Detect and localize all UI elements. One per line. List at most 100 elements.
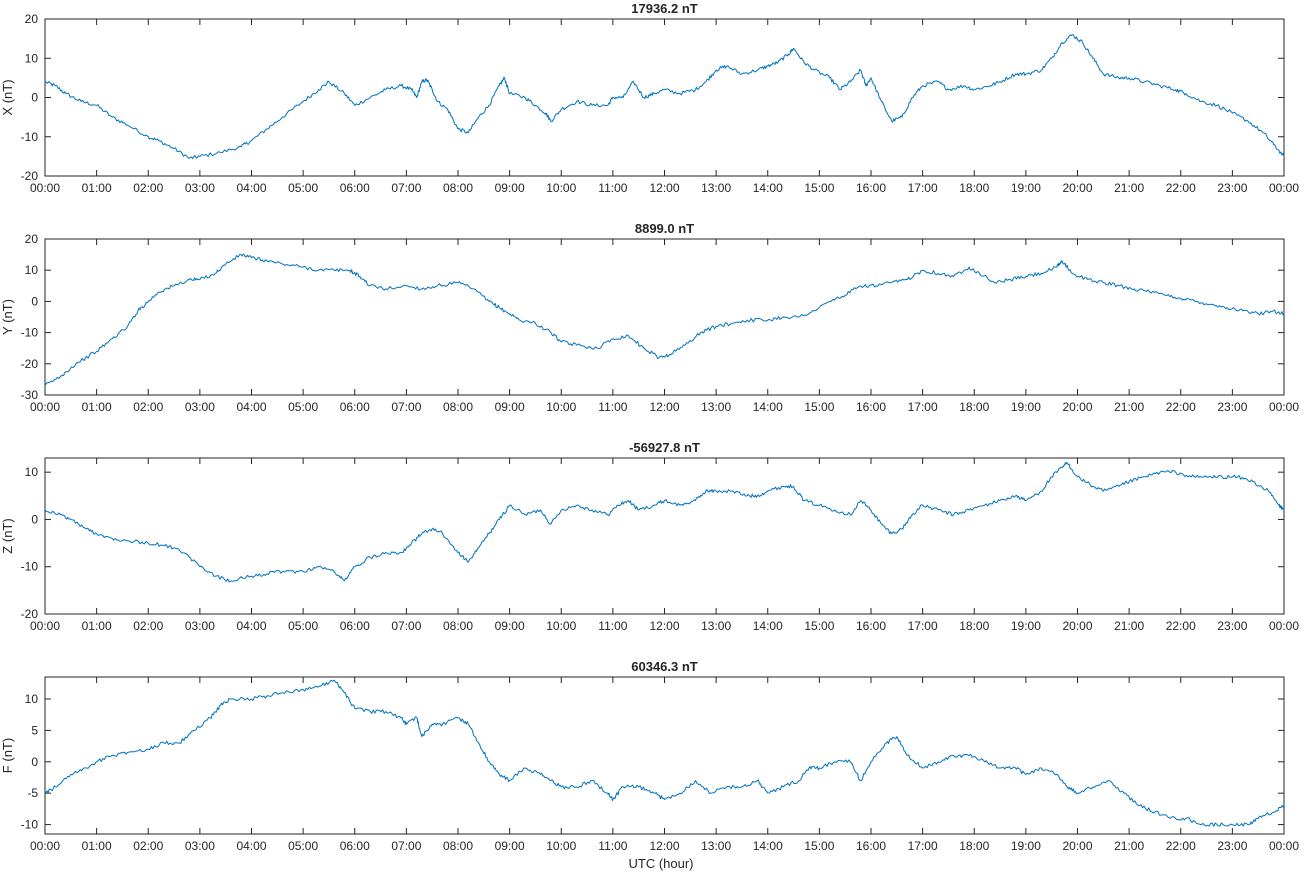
y-tick-label: -10 <box>21 326 39 340</box>
data-point <box>163 742 164 743</box>
data-point <box>96 351 97 352</box>
x-tick-label: 09:00 <box>495 619 525 633</box>
data-point <box>173 547 174 548</box>
data-point <box>318 686 319 687</box>
x-tick-label: 00:00 <box>1269 619 1299 633</box>
data-point <box>819 767 820 768</box>
data-point <box>215 576 216 577</box>
data-point <box>628 335 629 336</box>
data-point <box>561 341 562 342</box>
data-point <box>535 323 536 324</box>
data-point <box>1061 467 1062 468</box>
x-tick-label: 04:00 <box>236 619 266 633</box>
data-point <box>850 81 851 82</box>
data-point <box>1160 472 1161 473</box>
x-tick-label: 09:00 <box>495 181 525 195</box>
data-point <box>1175 472 1176 473</box>
y-tick-label: -30 <box>21 388 39 402</box>
x-tick-label: 16:00 <box>856 400 886 414</box>
data-point <box>1278 505 1279 506</box>
data-point <box>406 285 407 286</box>
data-point <box>266 695 267 696</box>
data-point <box>230 698 231 699</box>
x-tick-label: 16:00 <box>856 839 886 853</box>
data-point <box>499 774 500 775</box>
data-point <box>112 755 113 756</box>
data-point <box>96 105 97 106</box>
data-point <box>457 128 458 129</box>
data-point <box>643 348 644 349</box>
data-point <box>251 140 252 141</box>
data-point <box>1025 500 1026 501</box>
data-point <box>561 109 562 110</box>
x-tick-label: 06:00 <box>340 839 370 853</box>
x-tick-label: 11:00 <box>598 619 627 633</box>
data-point <box>1180 298 1181 299</box>
data-point <box>1103 282 1104 283</box>
data-point <box>344 580 345 581</box>
data-point <box>788 54 789 55</box>
data-point <box>1092 58 1093 59</box>
data-point <box>158 291 159 292</box>
data-point <box>685 344 686 345</box>
x-tick-label: 02:00 <box>133 839 163 853</box>
data-point <box>127 752 128 753</box>
data-point <box>370 711 371 712</box>
data-point <box>509 313 510 314</box>
data-point <box>829 77 830 78</box>
data-point <box>401 552 402 553</box>
data-point <box>1134 288 1135 289</box>
data-point <box>1025 774 1026 775</box>
x-tick-label: 02:00 <box>133 619 163 633</box>
data-point <box>1273 310 1274 311</box>
y-tick-label: -20 <box>21 357 39 371</box>
data-point <box>86 528 87 529</box>
x-tick-label: 16:00 <box>856 181 886 195</box>
data-point <box>597 348 598 349</box>
data-point <box>968 755 969 756</box>
data-point <box>1154 811 1155 812</box>
panel-z: -56927.8 nT Z (nT) -20 -10 0 10 00:00 01:00 02:0… <box>0 440 1299 633</box>
x-tick-label: 01:00 <box>82 619 112 633</box>
data-point <box>1041 767 1042 768</box>
x-tick-label: 08:00 <box>443 839 473 853</box>
data-point <box>881 101 882 102</box>
data-point <box>525 97 526 98</box>
data-point <box>1092 486 1093 487</box>
data-point <box>1242 310 1243 311</box>
panel-y: 8899.0 nT Y (nT) -30 -20 -10 0 10 20 00:00 01:00 0… <box>0 221 1299 414</box>
x-tick-label: 00:00 <box>30 400 60 414</box>
data-point <box>96 533 97 534</box>
data-point <box>1196 301 1197 302</box>
data-point <box>1273 811 1274 812</box>
axes-box <box>44 238 1285 396</box>
data-point <box>777 62 778 63</box>
data-point <box>354 105 355 106</box>
data-point <box>643 97 644 98</box>
data-point <box>421 736 422 737</box>
x-tick-label: 21:00 <box>1114 400 1144 414</box>
data-point <box>953 514 954 515</box>
x-tick-label: 01:00 <box>82 839 112 853</box>
data-point <box>55 786 56 787</box>
data-point <box>137 310 138 311</box>
data-point <box>550 120 551 121</box>
data-point <box>1061 260 1062 261</box>
data-point <box>803 62 804 63</box>
data-point <box>457 552 458 553</box>
data-point <box>1232 113 1233 114</box>
data-point <box>819 505 820 506</box>
data-point <box>163 545 164 546</box>
data-point <box>1216 105 1217 106</box>
data-point <box>1056 266 1057 267</box>
y-axis-label: Z (nT) <box>0 518 15 553</box>
data-point <box>1103 490 1104 491</box>
x-tick-label: 18:00 <box>959 839 989 853</box>
data-point <box>731 490 732 491</box>
x-tick-label: 00:00 <box>30 839 60 853</box>
data-point <box>1175 89 1176 90</box>
x-tick-label: 00:00 <box>30 181 60 195</box>
data-point <box>1025 73 1026 74</box>
data-point <box>432 89 433 90</box>
data-point <box>303 571 304 572</box>
